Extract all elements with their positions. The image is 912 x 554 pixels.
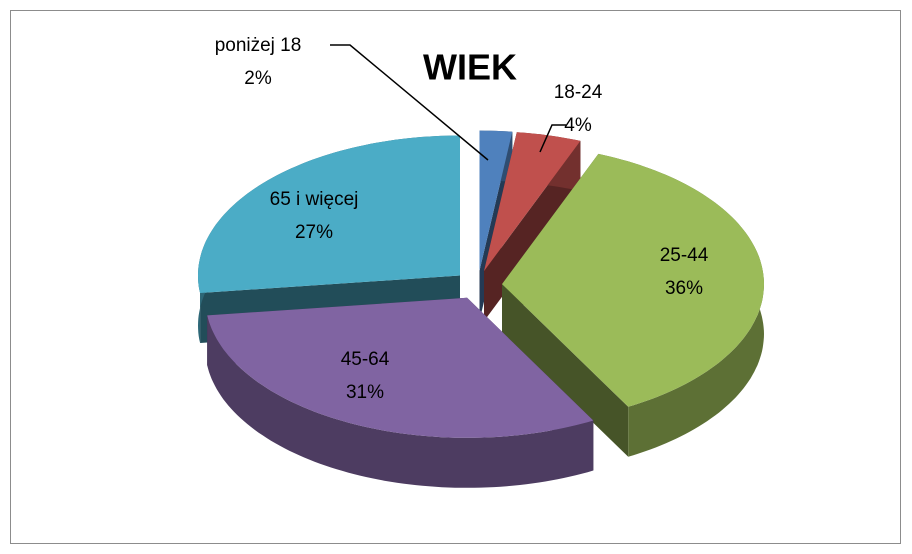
slice [484, 132, 581, 272]
data-label: 2% [244, 68, 272, 89]
chart-title: WIEK [423, 47, 517, 88]
data-label: 18-24 [554, 82, 603, 103]
slice [207, 297, 594, 488]
pie [198, 130, 764, 488]
data-label: 31% [346, 382, 384, 403]
data-label: 65 i więcej [270, 189, 359, 210]
data-label: 25-44 [660, 245, 709, 266]
slice [502, 153, 764, 407]
slice [479, 130, 513, 271]
data-label: 36% [665, 278, 703, 299]
leader-line [539, 124, 566, 153]
data-label: 4% [564, 115, 592, 136]
leader-line [330, 44, 489, 161]
data-label: 45-64 [341, 349, 390, 370]
slice-wall [207, 315, 594, 488]
slice-side [502, 284, 629, 457]
slice [207, 297, 594, 438]
slice [502, 153, 764, 457]
slice [198, 135, 460, 293]
data-label: 27% [295, 222, 333, 243]
data-label: poniżej 18 [215, 35, 302, 56]
